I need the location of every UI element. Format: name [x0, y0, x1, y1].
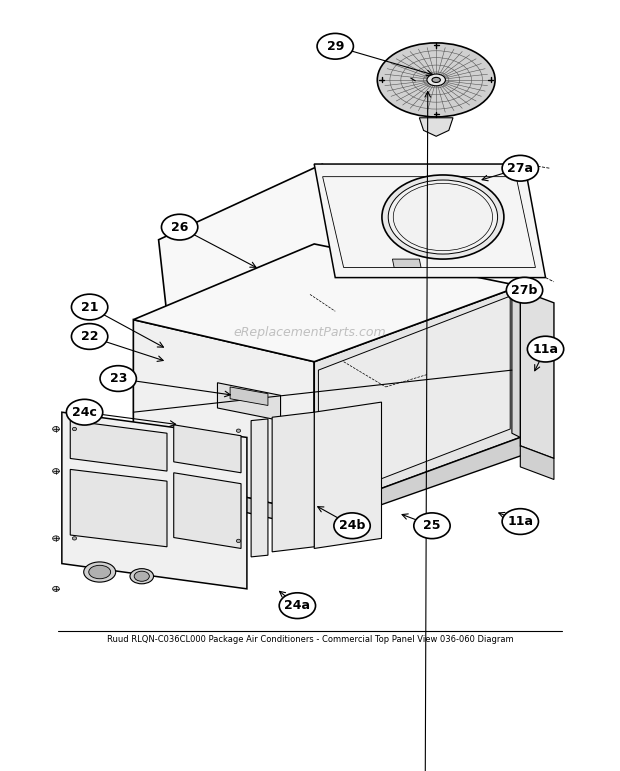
Ellipse shape	[236, 539, 241, 543]
Ellipse shape	[502, 156, 539, 181]
Ellipse shape	[507, 278, 542, 303]
Ellipse shape	[134, 571, 149, 581]
Polygon shape	[314, 286, 520, 513]
Polygon shape	[314, 402, 381, 548]
Polygon shape	[70, 421, 167, 471]
Ellipse shape	[317, 33, 353, 59]
Ellipse shape	[73, 427, 76, 431]
Ellipse shape	[279, 593, 316, 618]
Ellipse shape	[53, 426, 60, 432]
Polygon shape	[314, 437, 537, 528]
Ellipse shape	[382, 175, 504, 259]
Polygon shape	[62, 412, 247, 589]
Ellipse shape	[130, 569, 154, 584]
Ellipse shape	[73, 537, 76, 540]
Ellipse shape	[89, 565, 110, 579]
Ellipse shape	[66, 399, 103, 425]
Text: 27b: 27b	[512, 284, 538, 297]
Ellipse shape	[236, 429, 241, 433]
Ellipse shape	[528, 336, 564, 362]
Text: 11a: 11a	[507, 515, 533, 528]
Ellipse shape	[161, 214, 198, 240]
Text: 11a: 11a	[533, 342, 559, 355]
Polygon shape	[319, 296, 510, 503]
Polygon shape	[174, 425, 241, 473]
Ellipse shape	[84, 562, 116, 582]
Ellipse shape	[53, 536, 60, 541]
Polygon shape	[218, 382, 281, 421]
Polygon shape	[174, 473, 241, 548]
Ellipse shape	[71, 295, 108, 320]
Ellipse shape	[53, 469, 60, 473]
Text: 24b: 24b	[339, 519, 365, 532]
Ellipse shape	[388, 180, 498, 254]
Polygon shape	[230, 387, 268, 406]
Polygon shape	[251, 419, 268, 557]
Polygon shape	[133, 320, 314, 513]
Polygon shape	[392, 259, 421, 268]
Polygon shape	[520, 446, 554, 480]
Polygon shape	[314, 164, 546, 278]
Ellipse shape	[100, 365, 136, 392]
Ellipse shape	[502, 509, 539, 534]
Ellipse shape	[432, 77, 440, 82]
Polygon shape	[133, 244, 520, 362]
Ellipse shape	[427, 74, 445, 86]
Text: 22: 22	[81, 330, 99, 343]
Text: 29: 29	[327, 40, 344, 52]
Ellipse shape	[378, 43, 495, 117]
Ellipse shape	[414, 513, 450, 539]
Text: eReplacementParts.com: eReplacementParts.com	[234, 326, 386, 338]
Text: 24c: 24c	[72, 406, 97, 419]
Ellipse shape	[334, 513, 370, 539]
Text: 24a: 24a	[285, 599, 311, 612]
Ellipse shape	[71, 324, 108, 349]
Text: 23: 23	[110, 372, 127, 385]
Polygon shape	[520, 290, 554, 459]
Text: Ruud RLQN-C036CL000 Package Air Conditioners - Commercial Top Panel View 036-060: Ruud RLQN-C036CL000 Package Air Conditio…	[107, 635, 513, 644]
Polygon shape	[272, 412, 314, 552]
Text: 26: 26	[171, 221, 188, 234]
Polygon shape	[159, 164, 335, 353]
Ellipse shape	[53, 586, 60, 591]
Text: 25: 25	[423, 519, 441, 532]
Text: 27a: 27a	[507, 162, 533, 175]
Polygon shape	[419, 118, 453, 136]
Polygon shape	[133, 471, 314, 528]
Polygon shape	[512, 286, 537, 446]
Polygon shape	[70, 470, 167, 547]
Text: 21: 21	[81, 301, 99, 314]
